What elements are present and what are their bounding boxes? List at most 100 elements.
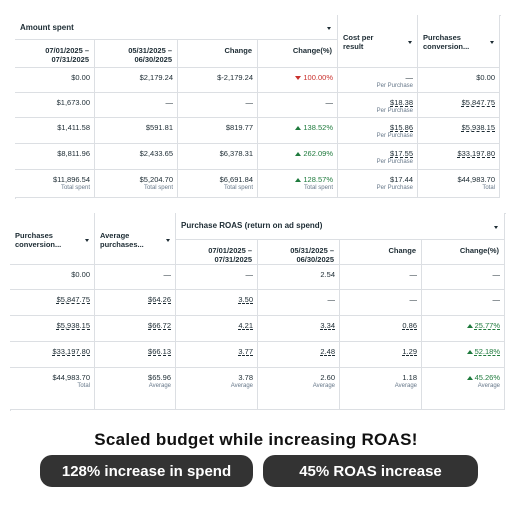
table-cell: $6,378.31 — [178, 144, 258, 170]
cell-row: $1,411.58 — [19, 123, 90, 132]
cell-row: 2.54 — [262, 270, 335, 279]
cell-value: — — [163, 270, 172, 279]
table-cell: 1.29 — [340, 342, 422, 368]
badge: 45% ROAS increase — [263, 455, 478, 487]
cell-value: $11,896.54 — [53, 175, 90, 184]
cell-row: 3.50 — [180, 295, 253, 304]
cell-row: $17.55 — [342, 149, 413, 158]
cell-value: $6,691.84 — [219, 175, 253, 184]
cell-value: — — [245, 98, 254, 107]
cell-value[interactable]: $5,938.15 — [56, 321, 90, 330]
cell-row: — — [342, 73, 414, 82]
cell-value[interactable]: 3.50 — [238, 295, 253, 304]
cell-row: $2,433.65 — [99, 149, 173, 158]
cell-row: — — [426, 295, 501, 304]
cell-value[interactable]: $15.86 — [390, 123, 413, 132]
cell-value[interactable]: 4.21 — [238, 321, 253, 330]
table-cell: 3.34 — [258, 316, 340, 342]
table-cell: $11,896.54 Total spent — [15, 170, 95, 198]
cell-row: $0.00 — [14, 270, 90, 279]
cell-row: 100.00% — [262, 73, 333, 82]
table-cell: 25.77% — [422, 316, 505, 342]
column-header: 07/01/2025 –07/31/2025 — [176, 240, 258, 265]
table-cell: $8,811.96 — [15, 144, 95, 170]
column-header: Change — [340, 240, 422, 265]
cell-value[interactable]: $5,847.75 — [56, 295, 90, 304]
cell-value: 100.00% — [303, 73, 333, 82]
cell-subtext: Total — [482, 185, 495, 191]
cell-row: 25.77% — [426, 321, 500, 330]
cell-value[interactable]: 2.48 — [320, 347, 335, 356]
cell-row: 1.29 — [344, 347, 417, 356]
cell-value[interactable]: $18.38 — [390, 98, 413, 107]
table-cell: $17.44 Per Purchase — [338, 170, 418, 198]
cell-row: $5,204.70 — [99, 175, 173, 184]
table-cell: 4.21 — [176, 316, 258, 342]
cell-row: 45.26% — [426, 373, 500, 382]
cell-value: 128.57% — [303, 175, 333, 184]
table-cell: 2.54 — [258, 265, 340, 290]
sort-icon — [490, 41, 494, 44]
cell-value[interactable]: $33,197.80 — [457, 149, 495, 158]
cell-value[interactable]: $64.26 — [148, 295, 171, 304]
header-line: 05/31/2025 – — [290, 246, 334, 255]
cell-value[interactable]: 0.86 — [402, 321, 417, 330]
table-cell: 3.77 — [176, 342, 258, 368]
cell-value[interactable]: 3.77 — [238, 347, 253, 356]
cell-value[interactable]: $17.55 — [390, 149, 413, 158]
cell-value: $2,433.65 — [139, 149, 173, 158]
cell-value[interactable]: $33,197.80 — [52, 347, 90, 356]
cell-value[interactable]: 3.34 — [320, 321, 335, 330]
cell-row: — — [426, 270, 501, 279]
cell-subtext: Per Purchase — [376, 133, 413, 139]
cell-row: 2.60 — [262, 373, 335, 382]
cell-row: 1.18 — [344, 373, 417, 382]
table-cell: $591.81 — [95, 118, 178, 144]
cell-value[interactable]: 52.18% — [474, 347, 500, 356]
table-cell: $5,938.15 — [10, 316, 95, 342]
table-cell: — — [95, 93, 178, 118]
header-line: conversion... — [423, 42, 470, 51]
cell-row: $819.77 — [182, 123, 253, 132]
cell-row: $2,179.24 — [99, 73, 173, 82]
table-cell: $5,847.75 — [10, 290, 95, 316]
cell-value: $44,983.70 — [52, 373, 90, 382]
cell-row: 0.86 — [344, 321, 417, 330]
cell-subtext: Total spent — [223, 185, 253, 191]
table-cell: $0.00 — [10, 265, 95, 290]
cell-value: $819.77 — [225, 123, 253, 132]
cell-value: — — [409, 270, 418, 279]
cell-value[interactable]: 25.77% — [474, 321, 500, 330]
table-cell: — — [178, 93, 258, 118]
table-cell: — — [340, 290, 422, 316]
table-cell: 1.18 Average — [340, 368, 422, 410]
cell-value: 1.18 — [402, 373, 417, 382]
cell-value: 138.52% — [303, 123, 333, 132]
cell-value: $0.00 — [476, 73, 495, 82]
cell-value: 2.54 — [320, 270, 335, 279]
cell-value[interactable]: $5,938.15 — [461, 123, 495, 132]
cell-value[interactable]: $66.72 — [148, 321, 171, 330]
cell-value[interactable]: 1.29 — [402, 347, 417, 356]
cell-row: $8,811.96 — [19, 149, 90, 158]
header-line: conversion... — [15, 240, 62, 249]
cell-subtext: Average — [148, 383, 171, 389]
cell-row: $33,197.80 — [422, 149, 495, 158]
trend-arrow — [295, 126, 302, 131]
cell-row: $591.81 — [99, 123, 173, 132]
cell-row: $6,378.31 — [182, 149, 253, 158]
cell-value[interactable]: $66.13 — [148, 347, 171, 356]
header-line: Cost per — [343, 33, 374, 42]
cell-value: $1,673.00 — [56, 98, 90, 107]
header-line: 06/30/2025 — [296, 255, 334, 264]
column-header: Change(%) — [258, 40, 338, 68]
table-cell: 138.52% — [258, 118, 338, 144]
table-cell: 0.86 — [340, 316, 422, 342]
cell-value[interactable]: $5,847.75 — [461, 98, 495, 107]
group-header: Purchase ROAS (return on ad spend) — [176, 213, 505, 240]
table-cell: $15.86 Per Purchase — [338, 118, 418, 144]
cell-row: 128.57% — [262, 175, 333, 184]
table-cell: $65.96 Average — [95, 368, 176, 410]
table-cell: $64.26 — [95, 290, 176, 316]
